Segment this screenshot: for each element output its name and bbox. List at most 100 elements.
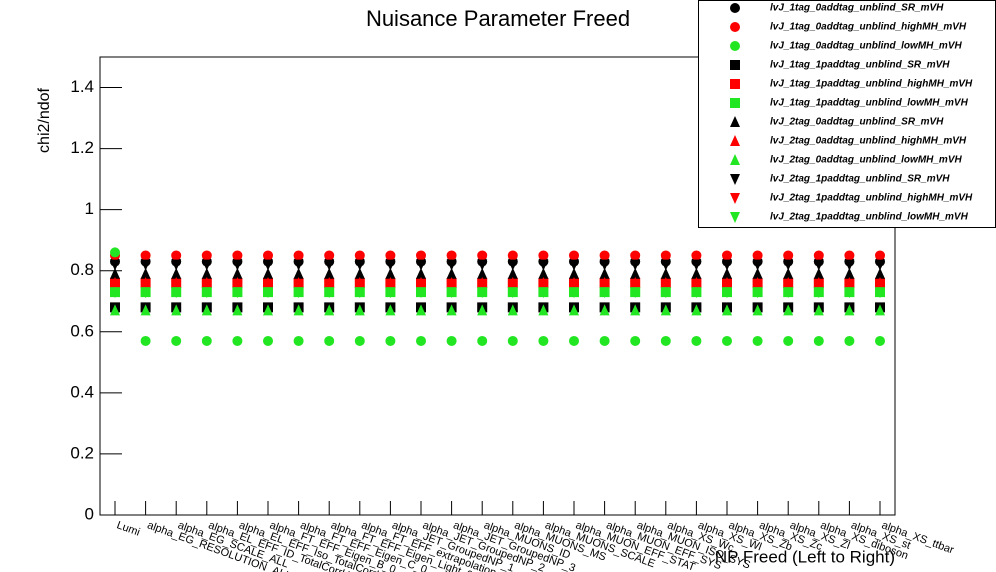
point [875, 304, 885, 316]
point [538, 259, 549, 271]
point [232, 267, 243, 279]
point [201, 281, 212, 292]
point [783, 287, 794, 299]
point [201, 267, 212, 279]
legend-label: lvJ_1tag_0addtag_unblind_SR_mVH [770, 3, 944, 14]
point [324, 281, 335, 292]
point [477, 267, 488, 279]
point [752, 259, 763, 271]
point [324, 304, 335, 316]
point [263, 259, 273, 271]
point [140, 267, 151, 279]
point [354, 304, 365, 316]
legend-label: lvJ_1tag_0addtag_unblind_highMH_mVH [770, 22, 967, 33]
point [140, 335, 151, 346]
point [385, 250, 396, 261]
legend-marker [730, 79, 740, 89]
legend-marker [730, 98, 740, 108]
point [140, 304, 151, 316]
point [538, 267, 549, 279]
point [293, 287, 304, 299]
point [813, 267, 824, 279]
point [691, 335, 702, 346]
point [538, 304, 549, 316]
point [630, 259, 641, 271]
point [416, 250, 426, 261]
point [538, 287, 549, 299]
legend-label: lvJ_2tag_1paddtag_unblind_SR_mVH [770, 174, 950, 185]
legend-marker [730, 193, 740, 204]
y-tick-label: 1.2 [70, 138, 94, 157]
point [813, 287, 824, 299]
point [477, 335, 488, 346]
point [354, 259, 365, 271]
point [171, 259, 182, 271]
point [171, 304, 182, 316]
legend-label: lvJ_1tag_1paddtag_unblind_highMH_mVH [770, 79, 973, 90]
point [477, 250, 488, 261]
point [752, 267, 763, 279]
point [569, 287, 579, 299]
point [752, 281, 763, 292]
point [630, 287, 641, 299]
point [630, 335, 641, 346]
y-tick-label: 1.4 [70, 77, 94, 96]
point [844, 281, 855, 292]
point [722, 267, 732, 279]
point [293, 267, 304, 279]
point [722, 250, 732, 261]
point [752, 335, 763, 346]
legend-marker [730, 154, 740, 165]
point [538, 281, 549, 292]
point [752, 250, 763, 261]
point [385, 267, 396, 279]
point [875, 287, 885, 299]
point [293, 250, 304, 261]
point [110, 259, 120, 271]
point [569, 259, 579, 271]
point [660, 281, 671, 292]
point [263, 267, 273, 279]
point [569, 267, 579, 279]
point [691, 267, 702, 279]
point [783, 335, 794, 346]
point [538, 250, 549, 261]
point [416, 335, 426, 346]
point [507, 259, 518, 271]
point [691, 304, 702, 316]
point [477, 259, 488, 271]
point [171, 287, 182, 299]
point [385, 304, 396, 316]
point [507, 304, 518, 316]
legend-label: lvJ_2tag_1paddtag_unblind_lowMH_mVH [770, 212, 969, 223]
point [263, 250, 273, 261]
point [354, 267, 365, 279]
point [813, 259, 824, 271]
point [354, 287, 365, 299]
point [140, 250, 151, 261]
point [507, 250, 518, 261]
point [232, 304, 243, 316]
point [691, 281, 702, 292]
legend-label: lvJ_2tag_0addtag_unblind_lowMH_mVH [770, 155, 962, 166]
point [140, 259, 151, 271]
point [538, 335, 549, 346]
point [140, 281, 151, 292]
point [813, 250, 824, 261]
point [171, 335, 182, 346]
point [416, 267, 426, 279]
point [691, 287, 702, 299]
point [507, 267, 518, 279]
point [875, 250, 885, 261]
point [232, 259, 243, 271]
point [477, 304, 488, 316]
point [416, 281, 426, 292]
point [324, 335, 335, 346]
legend-marker [730, 116, 740, 127]
point [446, 281, 457, 292]
point [722, 281, 732, 292]
point [630, 304, 641, 316]
point [354, 250, 365, 261]
legend-marker [730, 174, 740, 185]
point [293, 259, 304, 271]
